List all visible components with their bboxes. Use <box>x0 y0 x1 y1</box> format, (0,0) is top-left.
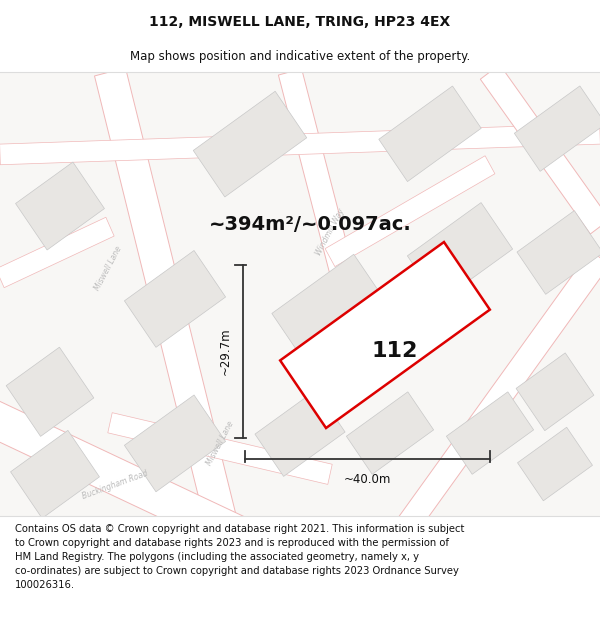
Polygon shape <box>6 348 94 436</box>
Polygon shape <box>124 395 226 492</box>
Polygon shape <box>16 162 104 250</box>
Polygon shape <box>379 86 481 182</box>
Polygon shape <box>280 242 490 428</box>
Polygon shape <box>278 69 382 384</box>
Polygon shape <box>124 251 226 348</box>
Text: Contains OS data © Crown copyright and database right 2021. This information is : Contains OS data © Crown copyright and d… <box>15 524 464 591</box>
Polygon shape <box>517 211 600 294</box>
Text: Map shows position and indicative extent of the property.: Map shows position and indicative extent… <box>130 49 470 62</box>
Polygon shape <box>193 91 307 197</box>
Text: ~40.0m: ~40.0m <box>344 473 391 486</box>
Polygon shape <box>11 431 100 518</box>
Text: ~29.7m: ~29.7m <box>218 328 232 376</box>
Polygon shape <box>346 392 434 474</box>
Polygon shape <box>325 156 495 267</box>
Polygon shape <box>407 202 512 302</box>
Polygon shape <box>94 68 251 582</box>
Text: Buckingham Road: Buckingham Road <box>81 469 149 501</box>
Polygon shape <box>446 392 533 474</box>
Text: 112: 112 <box>372 341 418 361</box>
Polygon shape <box>481 64 600 234</box>
Polygon shape <box>0 217 114 288</box>
Polygon shape <box>272 254 388 364</box>
Polygon shape <box>255 390 345 476</box>
Polygon shape <box>518 428 592 501</box>
Text: ~394m²/~0.097ac.: ~394m²/~0.097ac. <box>209 215 412 234</box>
Polygon shape <box>108 412 332 484</box>
Polygon shape <box>516 353 594 431</box>
Polygon shape <box>514 86 600 171</box>
Polygon shape <box>0 396 337 594</box>
Text: 112, MISWELL LANE, TRING, HP23 4EX: 112, MISWELL LANE, TRING, HP23 4EX <box>149 14 451 29</box>
Polygon shape <box>0 124 600 165</box>
Text: Miswell Lane: Miswell Lane <box>205 420 235 467</box>
Polygon shape <box>361 250 600 585</box>
Text: Miswell Lane: Miswell Lane <box>92 244 124 292</box>
Text: Windmill Way: Windmill Way <box>314 207 346 257</box>
